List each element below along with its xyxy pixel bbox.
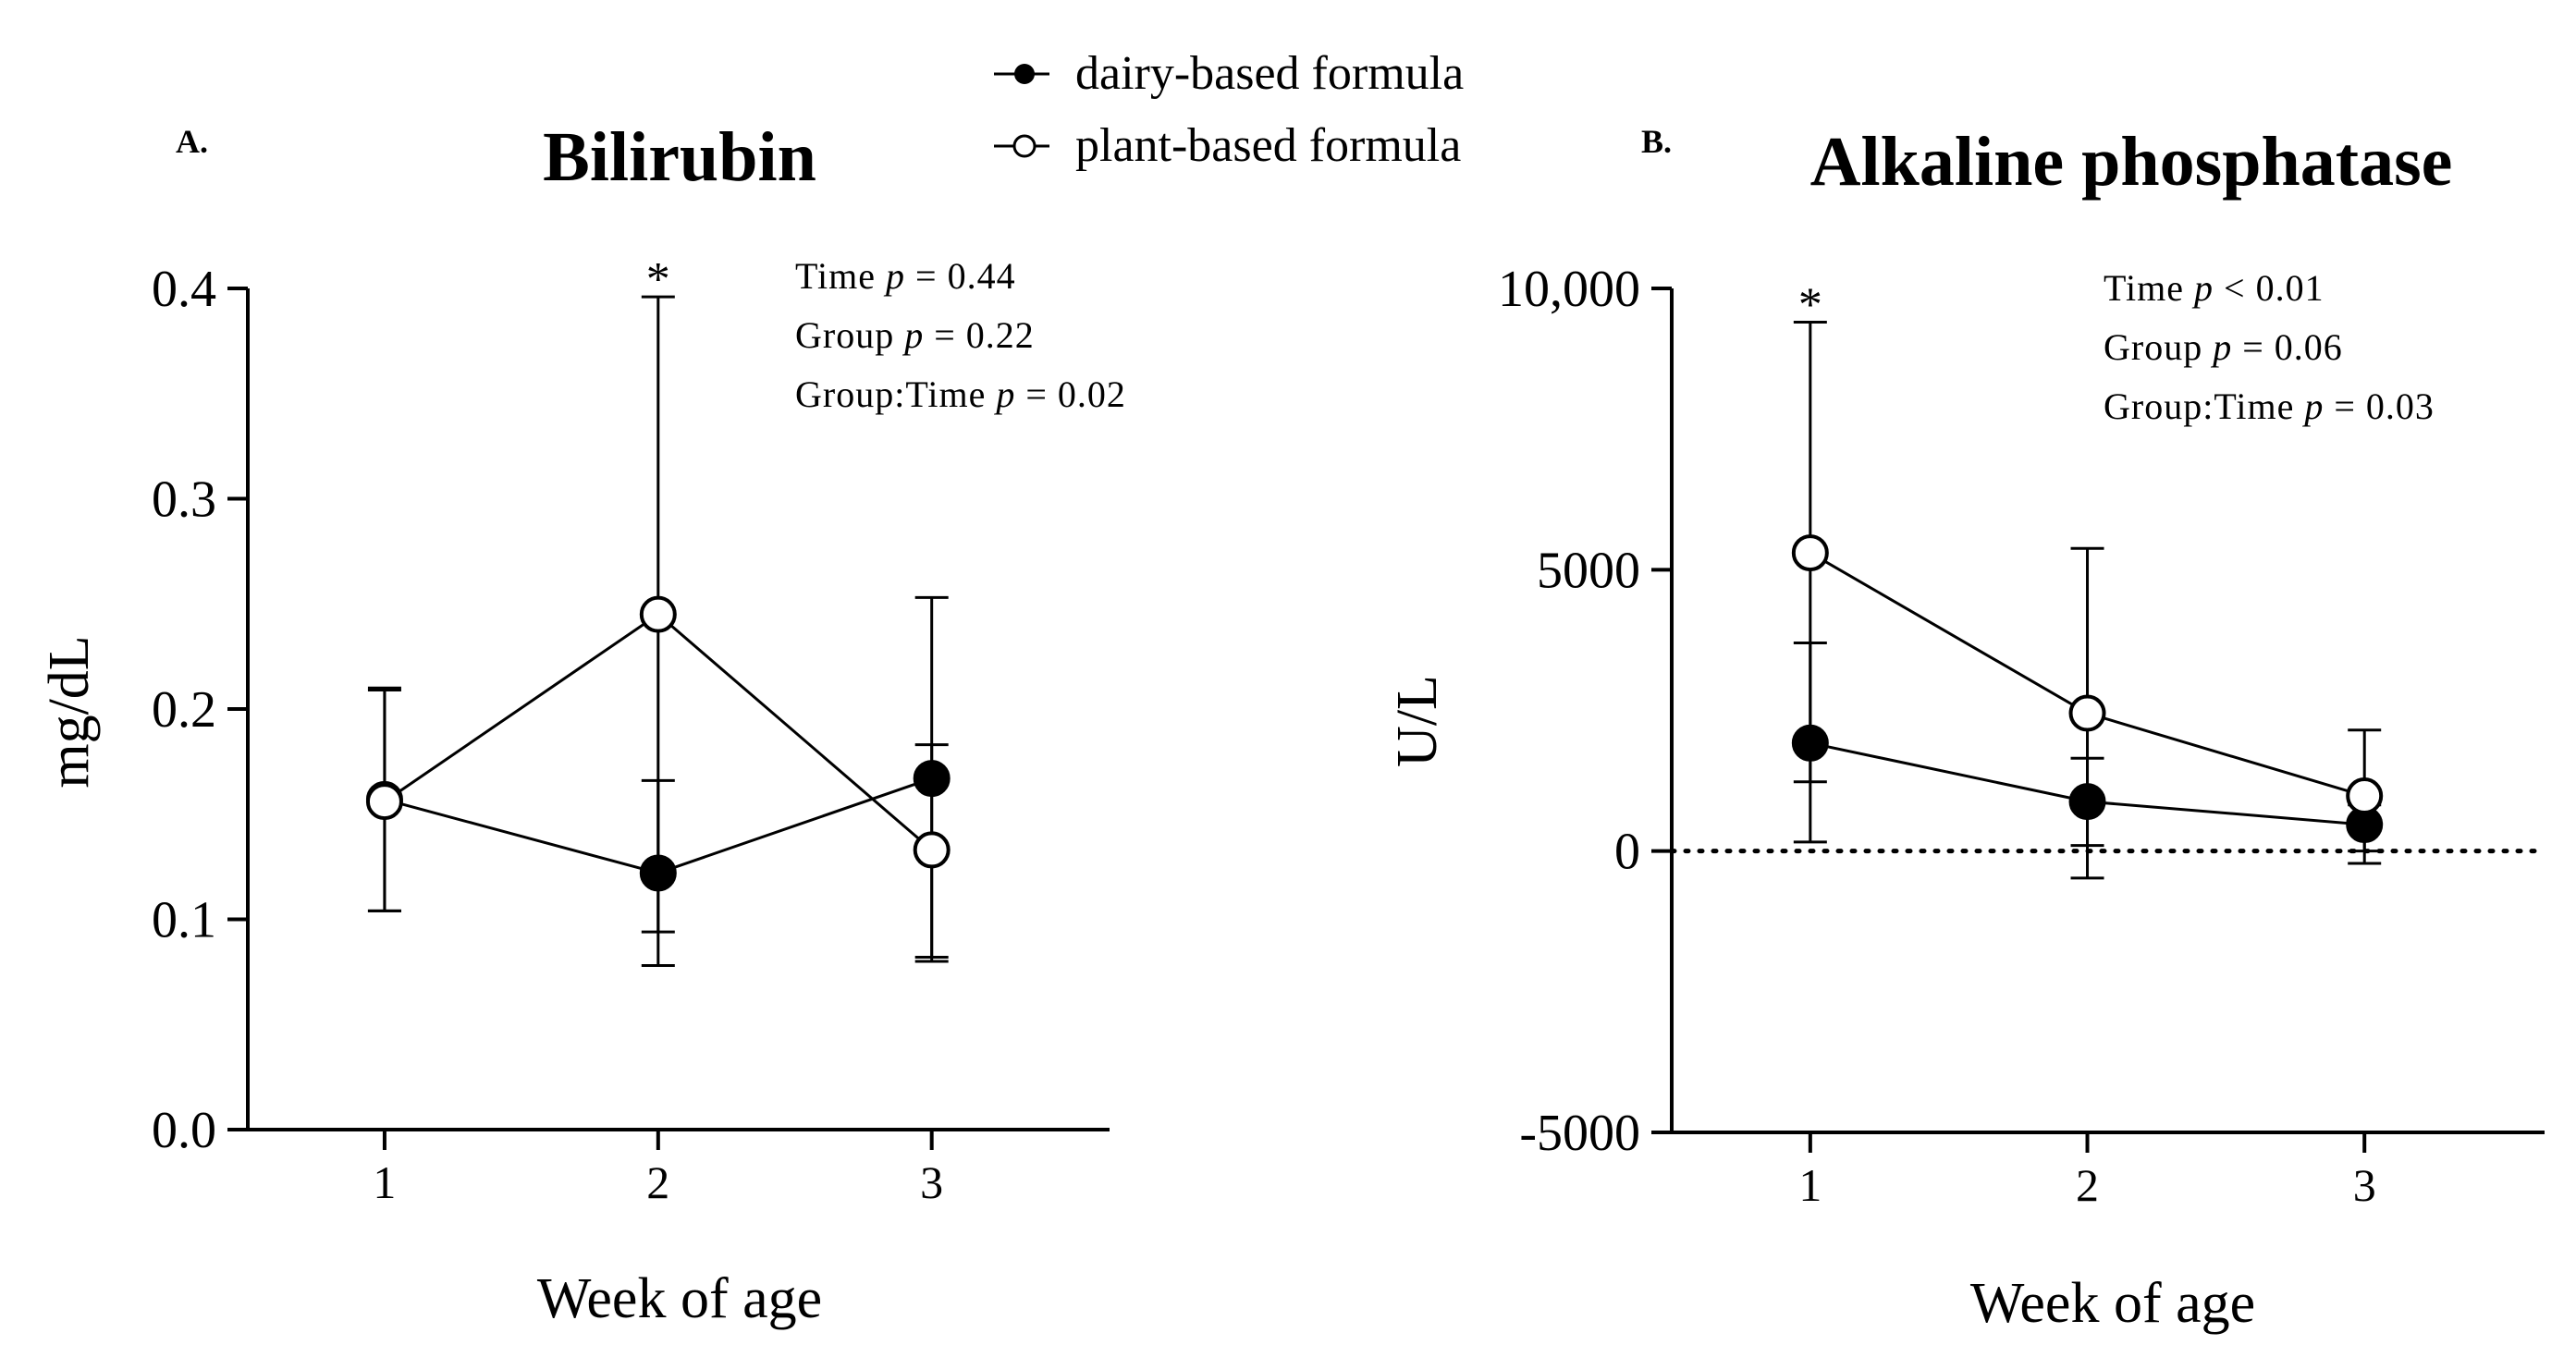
panel-a-dairy-point [639,854,677,892]
panel-a-y-tick-label: 0.1 [152,892,216,949]
panel-a-significance-asterisk: * [646,253,670,306]
panel-a-title: Bilirubin [543,118,816,196]
panel-a-x-axis-label: Week of age [537,1267,822,1330]
panel-a-stats: Time p = 0.44 Group p = 0.22 Group:Time p … [795,255,1126,415]
panel-b-y-axis-label: U/L [1386,675,1449,767]
panel-a-stat-line: Time p = 0.44 [795,255,1016,297]
panel-a-label: A. [176,123,208,160]
panel-b-y-tick-label: -5000 [1519,1105,1640,1162]
panel-b-plant-point [2068,694,2106,732]
panel-b-stat-line: Group p = 0.06 [2104,326,2343,368]
panel-a-plant-point [365,783,403,821]
panel-a-dairy-point [913,760,951,798]
panel-b-dairy-point [2068,783,2106,821]
panel-a-y-tick-label: 0.4 [152,261,216,318]
legend: dairy-based formula plant-based formula [994,47,1464,172]
legend-dairy-label: dairy-based formula [1075,47,1464,100]
legend-plant-marker [1012,134,1037,158]
panel-b-y-tick-label: 0 [1614,824,1640,881]
panel-b-label: B. [1641,123,1672,160]
panel-b-stat-line: Time p < 0.01 [2104,267,2325,309]
panel-b-x-axis-label: Week of age [1970,1272,2255,1335]
panel-b-significance-asterisk: * [1798,279,1822,332]
panel-a-y-tick-label: 0.3 [152,471,216,529]
panel-a-plant-point [913,831,951,869]
panel-a-stat-line: Group:Time p = 0.02 [795,373,1126,415]
panel-b-x-tick-label: 1 [1798,1159,1822,1211]
panel-a-x-tick-label: 2 [646,1156,669,1208]
legend-dairy-marker [1014,64,1035,84]
panel-a-plot: 0.0 0.1 0.2 0.3 0.4 1 2 3 * [152,253,1110,1208]
panel-b-y-tick-label: 10,000 [1498,261,1640,318]
panel-b-y-tick-label: 5000 [1537,542,1640,599]
panel-b-x-tick-label: 2 [2076,1159,2099,1211]
panel-b-stats: Time p < 0.01 Group p = 0.06 Group:Time p … [2104,267,2435,427]
panel-a-x-tick-label: 1 [373,1156,396,1208]
panel-a-bilirubin: A. Bilirubin mg/dL Week of age Time p = … [38,118,1126,1330]
legend-plant-label: plant-based formula [1075,119,1461,172]
panel-b-plant-point [1791,534,1829,572]
panel-a-y-tick-label: 0.0 [152,1102,216,1159]
panel-a-stat-line: Group p = 0.22 [795,314,1035,356]
panel-b-dairy-point [1791,724,1829,762]
panel-a-x-tick-label: 3 [920,1156,943,1208]
panel-b-plant-point [2346,777,2384,815]
panel-b-stat-line: Group:Time p = 0.03 [2104,385,2435,427]
panel-a-plant-point [639,595,677,633]
panel-b-alkaline-phosphatase: B. Alkaline phosphatase U/L Week of age … [1386,123,2547,1335]
panel-b-plot: -5000 0 5000 10,000 1 2 3 * [1498,261,2547,1211]
panel-b-x-tick-label: 3 [2353,1159,2376,1211]
panel-a-y-axis-label: mg/dL [38,635,101,788]
panel-b-title: Alkaline phosphatase [1810,123,2453,201]
panel-a-y-tick-label: 0.2 [152,681,216,739]
